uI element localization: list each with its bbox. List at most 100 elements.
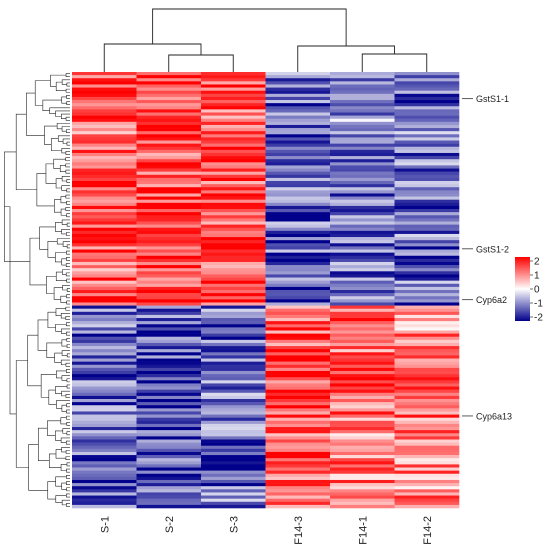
heatmap-cell	[72, 109, 137, 113]
heatmap-cell	[201, 349, 266, 353]
heatmap-cell	[72, 218, 137, 222]
heatmap-cell	[265, 271, 331, 275]
heatmap-cell	[201, 268, 266, 272]
heatmap-cell	[72, 346, 137, 350]
heatmap-cell	[330, 240, 395, 244]
heatmap-cell	[201, 90, 266, 95]
heatmap-cell	[72, 128, 137, 132]
heatmap-cell	[394, 405, 460, 409]
heatmap-cell	[201, 318, 266, 322]
heatmap-cell	[394, 470, 460, 475]
dendrogram-branch	[65, 263, 70, 267]
dendrogram-branch	[66, 462, 70, 467]
heatmap-cell	[201, 290, 266, 294]
heatmap-cell	[394, 486, 460, 490]
heatmap-cell	[394, 75, 460, 79]
heatmap-cell	[72, 168, 137, 172]
heatmap-cell	[394, 439, 460, 443]
dendrogram-branch	[48, 453, 62, 468]
dendrogram-branch	[55, 430, 63, 441]
heatmap-cell	[394, 336, 460, 341]
heatmap-cell	[394, 137, 460, 141]
heatmap-cell	[330, 361, 395, 366]
heatmap-cell	[394, 370, 460, 375]
heatmap-cell	[394, 78, 460, 82]
heatmap-cell	[394, 330, 460, 334]
heatmap-cell	[72, 224, 137, 229]
heatmap-cell	[136, 455, 202, 459]
heatmap-cell	[136, 131, 202, 135]
heatmap-cell	[394, 321, 460, 325]
heatmap-cell	[136, 352, 202, 356]
heatmap-cell	[72, 134, 137, 138]
heatmap-cell	[330, 420, 395, 425]
dendrogram-branch	[61, 482, 67, 490]
heatmap-cell	[136, 283, 202, 288]
dendrogram-branch	[53, 158, 66, 169]
heatmap-cell	[394, 146, 460, 151]
dendrogram-branch	[55, 323, 67, 332]
heatmap-cell	[394, 361, 460, 366]
heatmap-cell	[72, 274, 137, 278]
heatmap-cell	[265, 103, 331, 107]
dendrogram-branch	[55, 386, 68, 394]
dendrogram-branch	[62, 428, 70, 434]
heatmap-cell	[201, 367, 266, 372]
dendrogram-branch	[61, 176, 70, 182]
heatmap-cell	[265, 330, 331, 334]
heatmap-cell	[394, 87, 460, 91]
heatmap-cell	[201, 330, 266, 334]
heatmap-cell	[330, 277, 395, 281]
dendrogram-branch	[47, 311, 56, 329]
heatmap-cell	[265, 277, 331, 281]
heatmap-cell	[201, 143, 266, 148]
heatmap-cell	[72, 361, 137, 366]
heatmap-cell	[265, 492, 331, 496]
heatmap-cell	[201, 302, 266, 306]
heatmap-cell	[265, 318, 331, 322]
heatmap-cell	[136, 411, 202, 415]
heatmap-cell	[265, 100, 331, 104]
heatmap-cell	[136, 246, 202, 250]
heatmap-cell	[136, 495, 202, 499]
heatmap-cell	[201, 78, 266, 82]
heatmap-cell	[72, 476, 137, 481]
dendrogram-branch	[27, 334, 42, 387]
heatmap-cell	[72, 149, 137, 154]
heatmap-cell	[394, 184, 460, 188]
heatmap-cell	[72, 286, 137, 291]
heatmap-cell	[265, 349, 331, 353]
heatmap-cell	[136, 361, 202, 366]
heatmap-cell	[330, 464, 395, 468]
heatmap-cell	[265, 162, 331, 166]
heatmap-cell	[330, 174, 395, 179]
heatmap-cell	[265, 420, 331, 425]
heatmap-cell	[201, 395, 266, 400]
heatmap-cell	[136, 78, 202, 82]
heatmap-cell	[136, 321, 202, 325]
heatmap-cell	[136, 408, 202, 412]
heatmap-cell	[201, 196, 266, 200]
heatmap-cell	[265, 218, 331, 222]
heatmap-cell	[330, 90, 395, 95]
heatmap-cell	[265, 190, 331, 194]
heatmap-cell	[201, 296, 266, 300]
dendrogram-branch	[60, 464, 67, 471]
heatmap-cell	[330, 230, 395, 235]
dendrogram-branch	[103, 43, 202, 72]
heatmap-cell	[330, 386, 395, 390]
heatmap-cell	[265, 479, 331, 484]
heatmap-cell	[201, 455, 266, 459]
heatmap-cell	[330, 168, 395, 172]
heatmap-cell	[265, 280, 331, 285]
heatmap-cell	[72, 467, 137, 471]
heatmap-cell	[330, 100, 395, 104]
heatmap-cell	[72, 221, 137, 225]
dendrogram-branch	[66, 244, 70, 249]
heatmap-cell	[136, 93, 202, 98]
heatmap-cell	[265, 504, 331, 509]
dendrogram-branch	[297, 45, 395, 72]
heatmap-cell	[394, 274, 460, 278]
heatmap-cell	[394, 386, 460, 390]
heatmap-cell	[394, 199, 460, 204]
